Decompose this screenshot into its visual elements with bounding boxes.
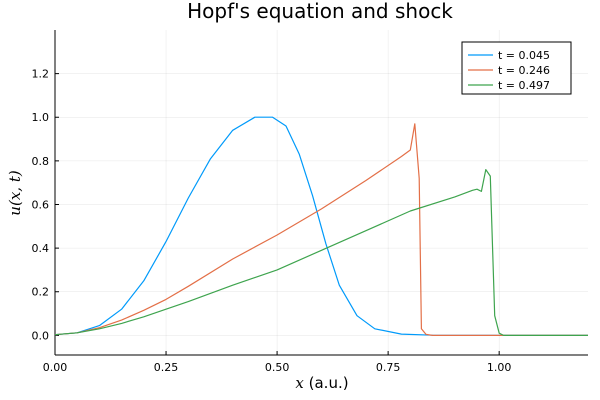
y-tick-label: 0.4: [32, 242, 50, 255]
series-line-2: [54, 123, 588, 336]
legend-label-3: t = 0.497: [498, 79, 550, 92]
series-line-1: [54, 116, 589, 336]
legend-label-1: t = 0.045: [498, 49, 550, 62]
legend: t = 0.045 t = 0.246 t = 0.497: [461, 41, 572, 95]
chart-title: Hopf's equation and shock: [187, 0, 453, 23]
y-tick-label: 0.2: [32, 286, 50, 299]
y-tick-label: 1.2: [32, 68, 50, 81]
y-tick-label: 1.0: [32, 111, 50, 124]
x-axis-label-unit: (a.u.): [304, 374, 349, 392]
x-tick-label: 0.75: [376, 361, 401, 374]
x-tick-label: 1.00: [487, 361, 512, 374]
series-line-3: [54, 169, 588, 336]
series-lines: [54, 116, 589, 336]
y-tick-label: 0.0: [32, 329, 50, 342]
axes: [54, 30, 588, 356]
x-tick-label: 0.50: [265, 361, 290, 374]
x-axis-label: x (a.u.): [295, 374, 348, 392]
x-tick-label: 0.00: [43, 361, 68, 374]
grid: [54, 30, 588, 355]
x-tick-labels: 0.00 0.25 0.50 0.75 1.00: [43, 361, 512, 374]
legend-label-2: t = 0.246: [498, 64, 550, 77]
y-tick-labels: 0.0 0.2 0.4 0.6 0.8 1.0 1.2: [32, 68, 50, 343]
y-axis-label: u(x, t): [6, 170, 24, 216]
x-axis-label-variable: x: [295, 374, 304, 392]
x-tick-label: 0.25: [154, 361, 179, 374]
y-tick-label: 0.8: [32, 155, 50, 168]
y-tick-label: 0.6: [32, 198, 50, 211]
